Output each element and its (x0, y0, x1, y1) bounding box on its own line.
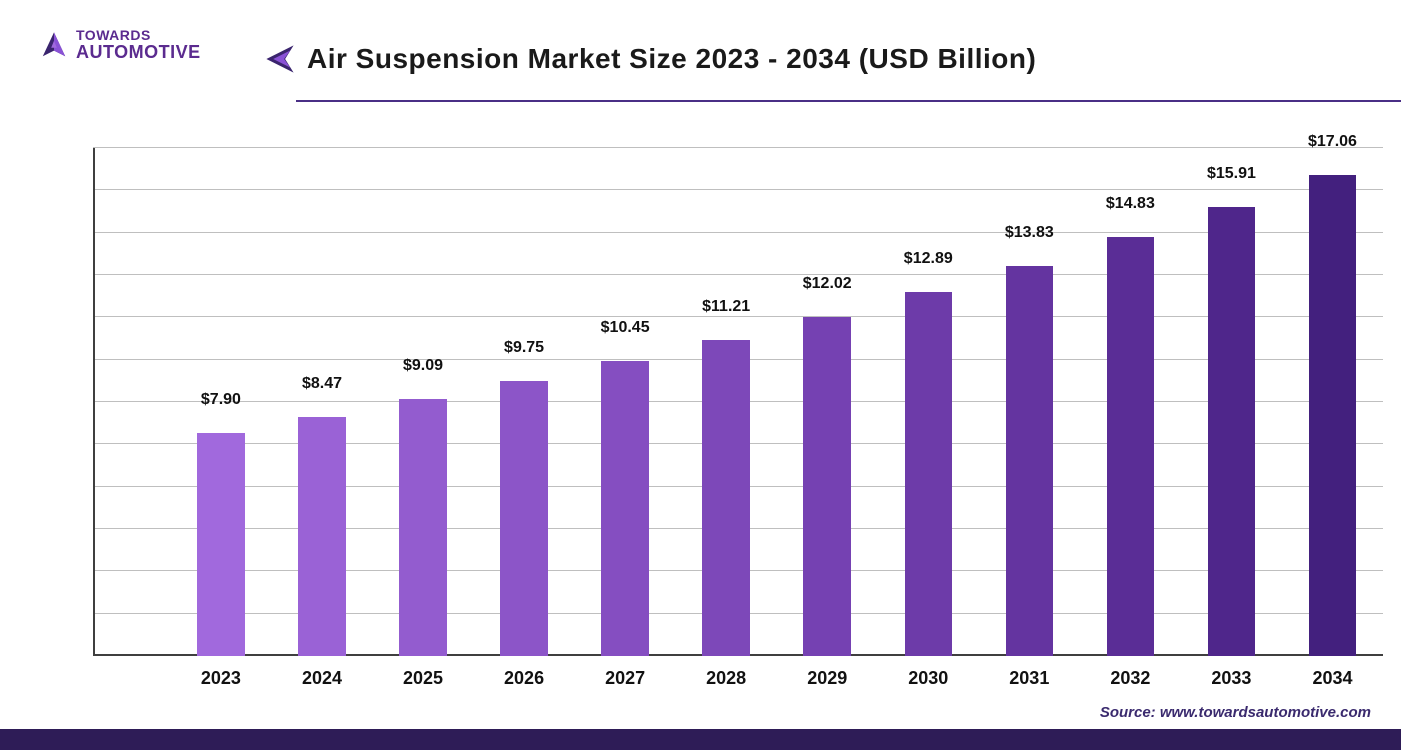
x-tick-label: 2030 (908, 668, 948, 689)
brand-name-line1: TOWARDS (76, 28, 201, 43)
bar (1006, 266, 1053, 656)
bar-value-label: $9.75 (504, 339, 544, 357)
y-axis (93, 148, 95, 656)
title-block: Air Suspension Market Size 2023 - 2034 (… (263, 42, 1401, 76)
source-attribution: Source: www.towardsautomotive.com (1100, 704, 1371, 721)
stage: TOWARDS AUTOMOTIVE Air Suspension Market… (0, 0, 1401, 750)
gridline (93, 232, 1383, 233)
bar (1309, 175, 1356, 656)
gridline (93, 274, 1383, 275)
brand-logo: TOWARDS AUTOMOTIVE (40, 28, 201, 62)
bar-value-label: $15.91 (1207, 165, 1256, 183)
bar-value-label: $17.06 (1308, 133, 1357, 151)
bar (197, 433, 244, 656)
x-tick-label: 2029 (807, 668, 847, 689)
arrowhead-icon (263, 42, 297, 76)
title-underline (296, 100, 1401, 102)
gridline (93, 189, 1383, 190)
bar-chart: $7.902023$8.472024$9.092025$9.752026$10.… (93, 148, 1383, 656)
bar (601, 361, 648, 656)
bar (702, 340, 749, 656)
bar-value-label: $7.90 (201, 391, 241, 409)
x-tick-label: 2026 (504, 668, 544, 689)
brand-name-line2: AUTOMOTIVE (76, 43, 201, 62)
plot-area: $7.902023$8.472024$9.092025$9.752026$10.… (93, 148, 1383, 656)
x-tick-label: 2033 (1211, 668, 1251, 689)
bar-value-label: $8.47 (302, 375, 342, 393)
x-tick-label: 2025 (403, 668, 443, 689)
bar-value-label: $11.21 (702, 298, 750, 316)
bar-value-label: $14.83 (1106, 195, 1155, 213)
bar (1208, 207, 1255, 656)
x-tick-label: 2027 (605, 668, 645, 689)
gridline (93, 147, 1383, 148)
bar-value-label: $12.89 (904, 250, 953, 268)
x-tick-label: 2034 (1312, 668, 1352, 689)
brand-logo-text: TOWARDS AUTOMOTIVE (76, 28, 201, 62)
x-tick-label: 2024 (302, 668, 342, 689)
x-tick-label: 2031 (1009, 668, 1049, 689)
bar (905, 292, 952, 656)
bar-value-label: $10.45 (601, 319, 650, 337)
bar (1107, 237, 1154, 656)
chart-title: Air Suspension Market Size 2023 - 2034 (… (307, 43, 1036, 75)
gridline (93, 316, 1383, 317)
brand-logo-mark (40, 31, 68, 59)
footer-strip (0, 729, 1401, 750)
bar-value-label: $9.09 (403, 357, 443, 375)
bar (399, 399, 446, 656)
bar-value-label: $12.02 (803, 275, 852, 293)
bar (500, 381, 547, 656)
x-tick-label: 2028 (706, 668, 746, 689)
bar (298, 417, 345, 656)
logo-glyph-icon (40, 31, 68, 59)
x-tick-label: 2023 (201, 668, 241, 689)
bar-value-label: $13.83 (1005, 224, 1054, 242)
x-tick-label: 2032 (1110, 668, 1150, 689)
bar (803, 317, 850, 656)
